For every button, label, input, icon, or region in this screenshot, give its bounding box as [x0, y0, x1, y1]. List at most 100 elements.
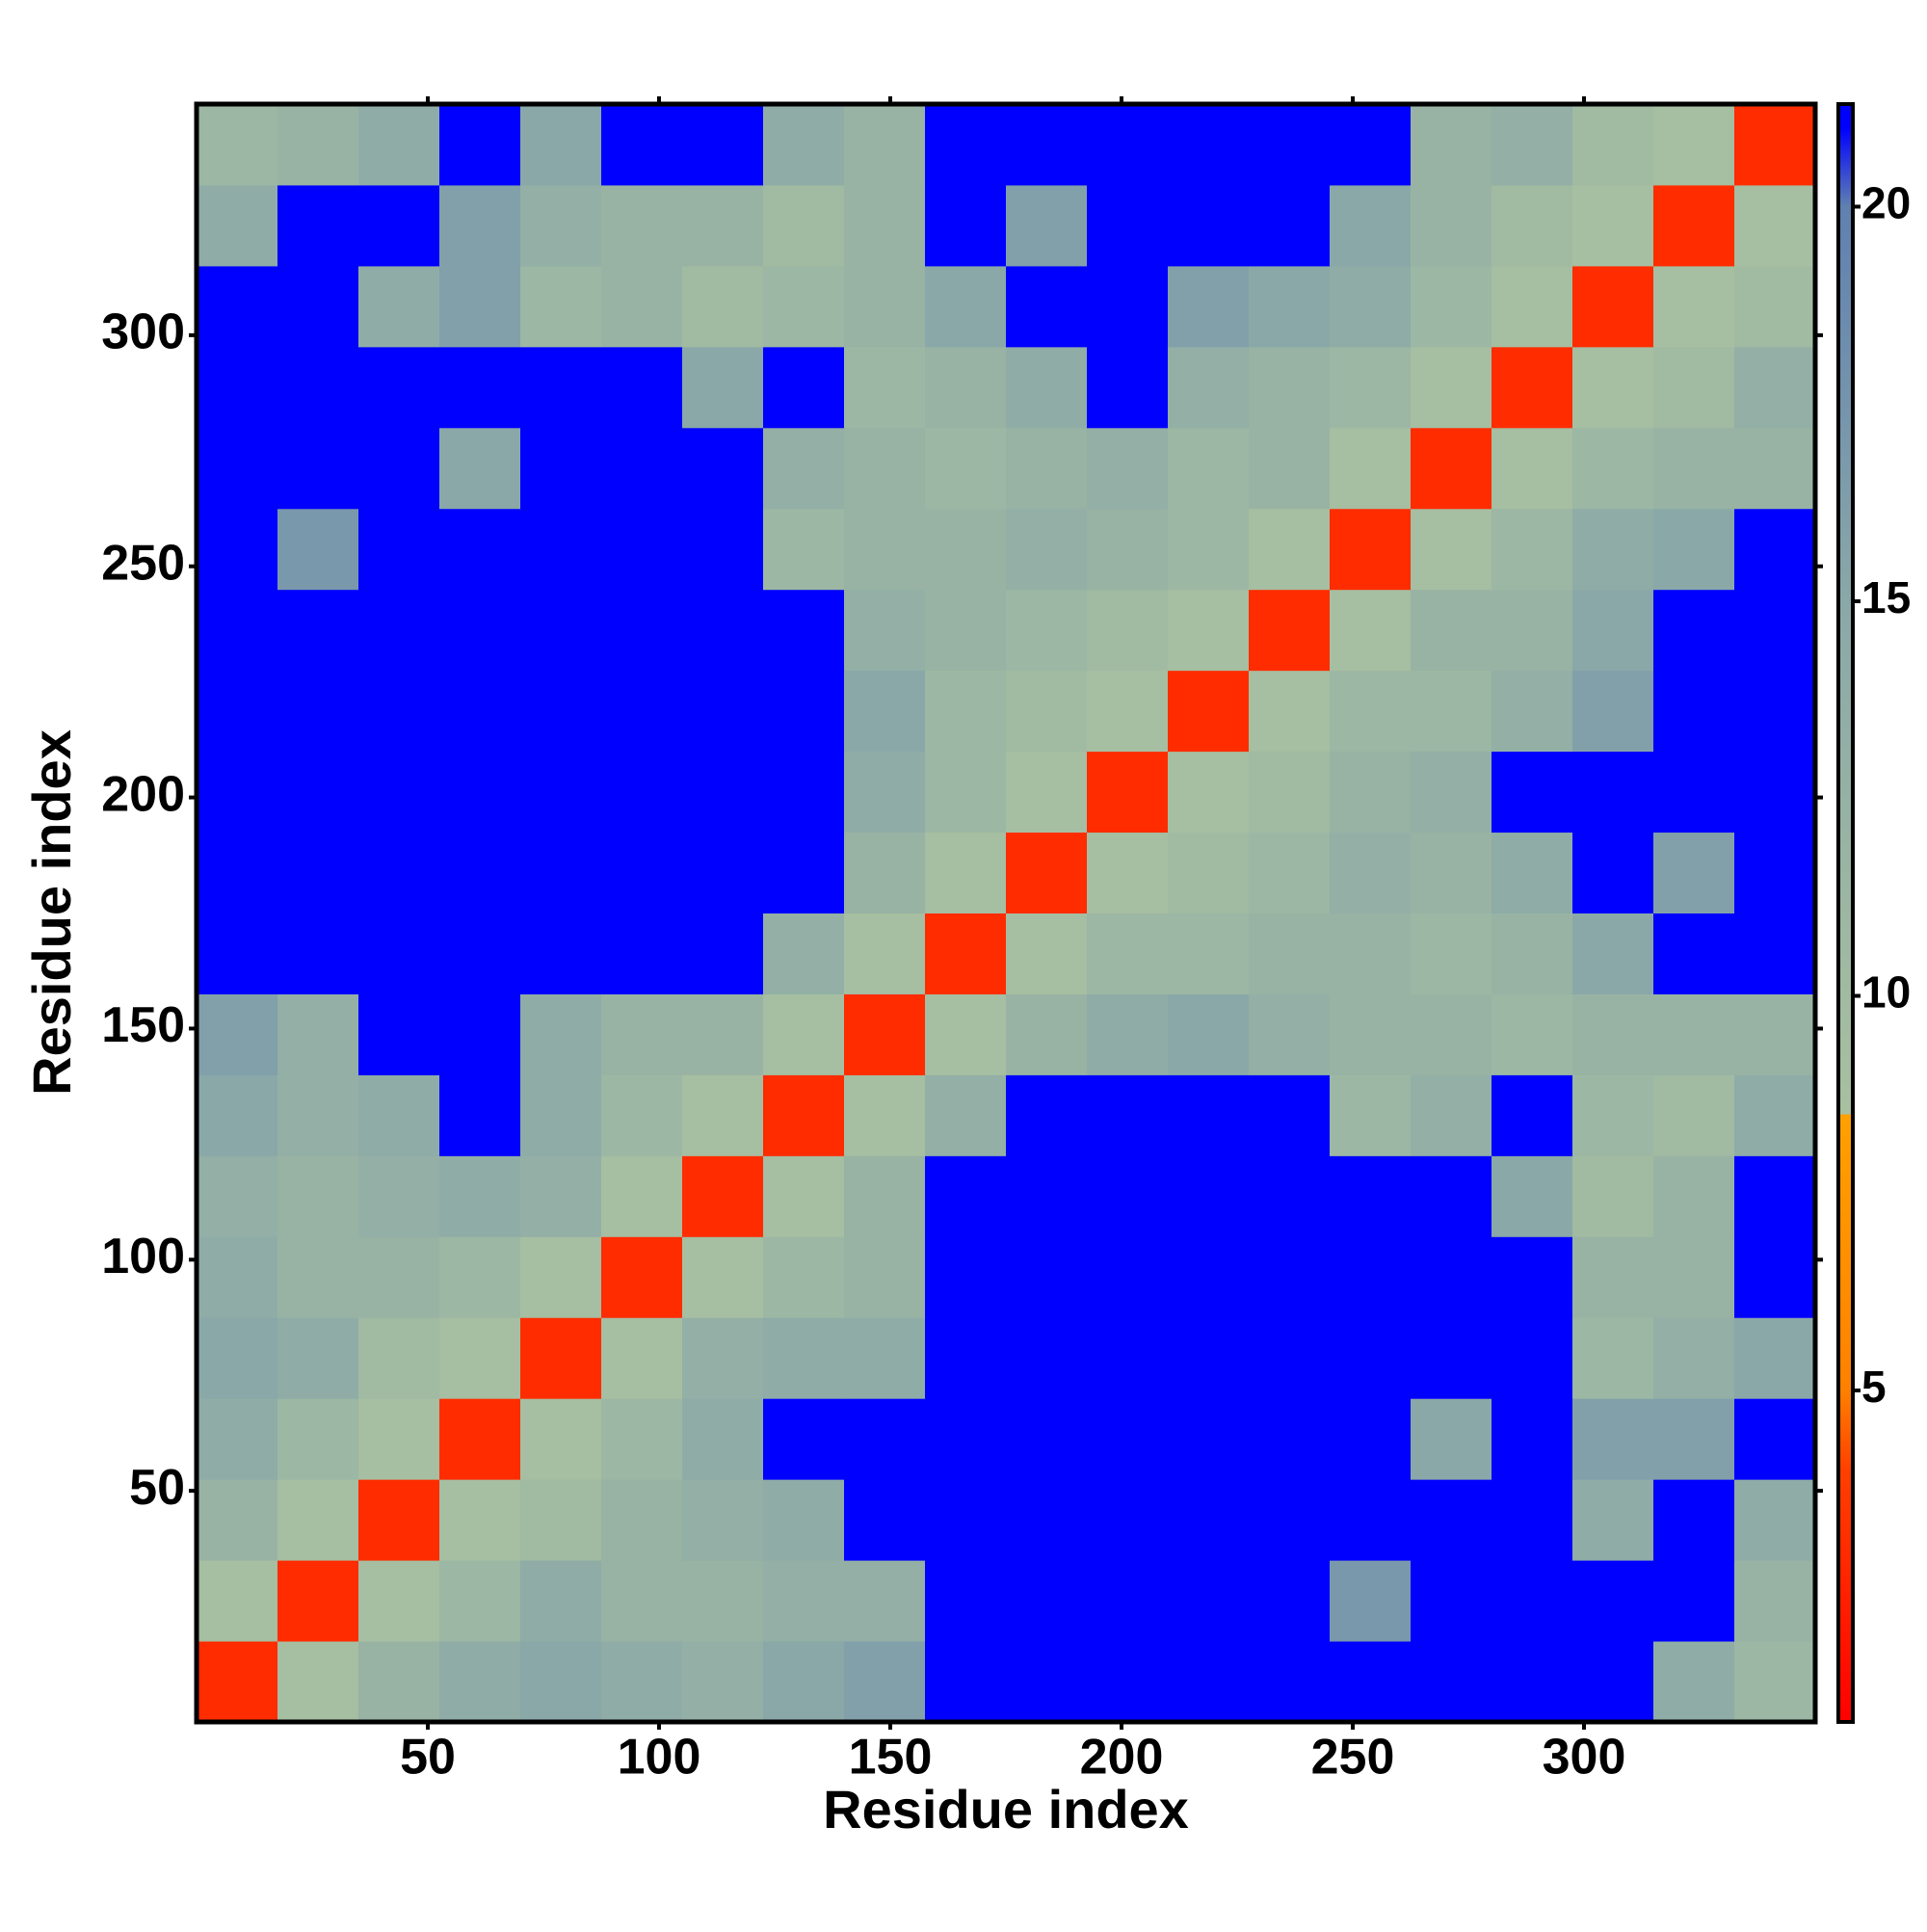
heatmap-cell [1168, 427, 1250, 510]
heatmap-cell [1330, 1236, 1412, 1318]
heatmap-cell [763, 346, 845, 429]
heatmap-cell [601, 751, 683, 834]
heatmap-cell [1087, 1398, 1169, 1480]
heatmap-cell [1249, 1074, 1331, 1156]
heatmap-cell [197, 427, 278, 510]
heatmap-cell [601, 1074, 683, 1156]
heatmap-cell [439, 1479, 521, 1561]
heatmap-cell [1006, 1398, 1088, 1480]
heatmap-cell [1249, 184, 1331, 267]
heatmap-cell [358, 589, 440, 672]
heatmap-cell [1734, 184, 1816, 267]
heatmap-cell [1249, 1317, 1331, 1399]
heatmap-cell [520, 184, 602, 267]
heatmap-cell [1330, 589, 1412, 672]
heatmap-cell [358, 832, 440, 913]
heatmap-cell [277, 1074, 359, 1156]
heatmap-cell [763, 993, 845, 1075]
heatmap-cell [1330, 1398, 1412, 1480]
heatmap-cell [1330, 1560, 1412, 1642]
heatmap-cell [439, 104, 521, 186]
heatmap-cell [1411, 104, 1492, 186]
heatmap-cell [763, 1479, 845, 1561]
heatmap-cell [763, 751, 845, 834]
heatmap-cell [277, 1560, 359, 1642]
heatmap-cell [197, 1155, 278, 1237]
heatmap-cell [925, 1398, 1007, 1480]
heatmap-cell [197, 1317, 278, 1399]
heatmap-cell [925, 1641, 1007, 1723]
heatmap-cell [1411, 1560, 1492, 1642]
heatmap-cell [358, 346, 440, 429]
heatmap-cell [1330, 1074, 1412, 1156]
heatmap-cell [1734, 1398, 1816, 1480]
heatmap-cell [844, 751, 926, 834]
heatmap-cell [1006, 427, 1088, 510]
heatmap-cell [925, 913, 1007, 994]
heatmap-cell [1491, 1236, 1573, 1318]
heatmap-cell [1572, 184, 1654, 267]
heatmap-cell [1411, 913, 1492, 994]
heatmap-cell [1734, 346, 1816, 429]
heatmap-cell [1087, 427, 1169, 510]
heatmap-cell [1411, 508, 1492, 591]
heatmap-cell [1006, 1155, 1088, 1237]
y-tick-label: 50 [129, 1460, 185, 1516]
heatmap-cell [682, 427, 764, 510]
heatmap-cell [601, 913, 683, 994]
heatmap-cell [1330, 265, 1412, 348]
heatmap-cell [763, 184, 845, 267]
heatmap-cell [925, 1317, 1007, 1399]
heatmap-cell [197, 913, 278, 994]
heatmap-cell [1249, 508, 1331, 591]
heatmap-cell [1653, 346, 1735, 429]
heatmap-cell [1168, 751, 1250, 834]
heatmap-cell [1087, 1155, 1169, 1237]
y-tick-label: 150 [101, 997, 185, 1053]
heatmap-cell [1411, 832, 1492, 913]
heatmap-cell [358, 1317, 440, 1399]
heatmap-cell [1734, 1236, 1816, 1318]
heatmap-cell [682, 1155, 764, 1237]
heatmap-cell [1653, 508, 1735, 591]
heatmap-cell [439, 265, 521, 348]
heatmap-cell [682, 265, 764, 348]
heatmap-cell [1168, 1560, 1250, 1642]
y-tick-label: 250 [101, 535, 185, 591]
heatmap-cell [439, 1236, 521, 1318]
heatmap-cell [1491, 1074, 1573, 1156]
heatmap-cell [1006, 589, 1088, 672]
heatmap-cell [520, 832, 602, 913]
heatmap-cell [1168, 913, 1250, 994]
heatmap-cell [1572, 1236, 1654, 1318]
heatmap-cell [277, 1479, 359, 1561]
heatmap-cell [601, 589, 683, 672]
heatmap-cell [520, 1398, 602, 1480]
heatmap-cell [1653, 751, 1735, 834]
heatmap-cell [358, 265, 440, 348]
heatmap-cell [682, 832, 764, 913]
heatmap-cell [925, 832, 1007, 913]
heatmap-cell [277, 589, 359, 672]
heatmap-cell [844, 1560, 926, 1642]
heatmap-cell [763, 589, 845, 672]
colorbar-tick-label: 10 [1861, 967, 1911, 1018]
heatmap-cell [439, 589, 521, 672]
heatmap-cell [1087, 1641, 1169, 1723]
heatmap-cell [682, 751, 764, 834]
x-tick-label: 150 [849, 1730, 933, 1786]
heatmap-cell [1411, 589, 1492, 672]
heatmap-cell [925, 104, 1007, 186]
heatmap-cell [1168, 1479, 1250, 1561]
heatmap-cell [1411, 751, 1492, 834]
heatmap-cell [277, 1317, 359, 1399]
heatmap-cell [197, 346, 278, 429]
heatmap-cell [1249, 265, 1331, 348]
heatmap-cell [197, 1641, 278, 1723]
heatmap-cell [277, 346, 359, 429]
heatmap-cell [439, 427, 521, 510]
heatmap-cell [1006, 1074, 1088, 1156]
heatmap-cell [1491, 104, 1573, 186]
heatmap-cell [1653, 104, 1735, 186]
